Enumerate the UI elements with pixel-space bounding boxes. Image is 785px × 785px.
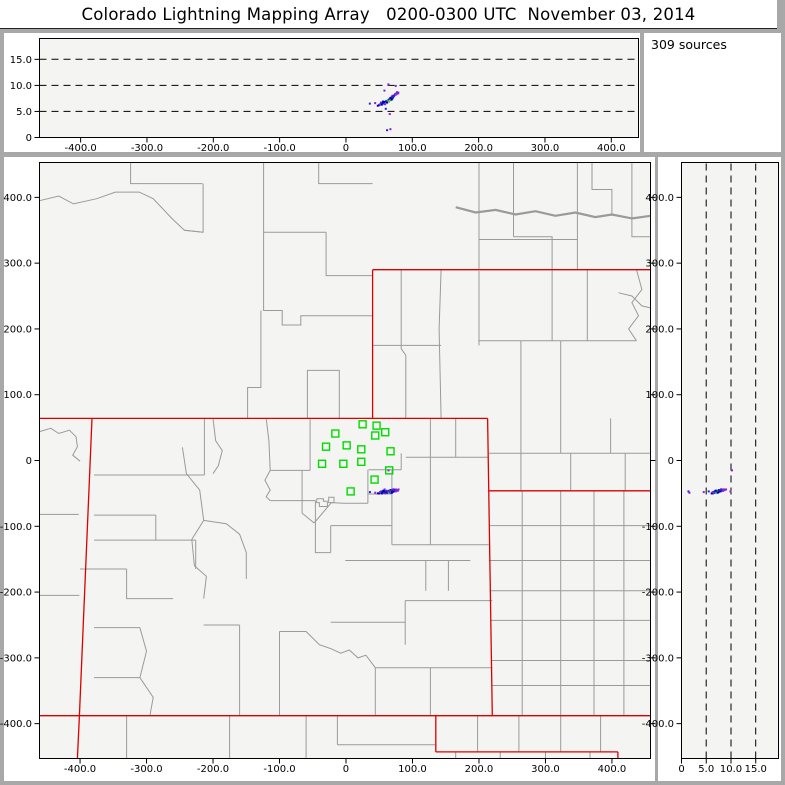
lma-station-marker [381, 428, 390, 437]
tick-label: 10.0 [10, 81, 32, 92]
tick-label: 200.0 [645, 324, 674, 335]
tick-label: 0 [668, 456, 674, 467]
tick-label: 5.0 [16, 107, 32, 118]
tick-label: 10.0 [720, 764, 742, 775]
lma-station-marker [370, 475, 379, 484]
lma-station-marker [385, 466, 394, 475]
ns-altitude-plot[interactable]: 0 5.0 10.0 15.0 400.0 300.0 200.0 100.0 0 -100.0 -… [640, 157, 785, 781]
lma-station-marker [357, 457, 366, 467]
tick-label: 200.0 [465, 764, 494, 775]
tick-label: 300.0 [531, 143, 560, 154]
tick-label: -400.0 [65, 143, 97, 154]
tick-label: 0 [26, 133, 32, 144]
tick-label: -400.0 [642, 719, 674, 730]
tick-label: 0 [26, 456, 32, 467]
tick-label: -200.0 [642, 588, 674, 599]
lightning-sources-layer [368, 469, 400, 495]
tick-label: 300.0 [531, 764, 560, 775]
tick-label: -300.0 [131, 143, 163, 154]
tick-label: 400.0 [3, 193, 32, 204]
tick-label: 15.0 [745, 764, 767, 775]
lma-station-marker [358, 420, 367, 429]
lma-station-marker [331, 429, 340, 438]
lma-station-marker [339, 459, 348, 468]
tick-label: 100.0 [398, 764, 427, 775]
tick-label: 300.0 [645, 259, 674, 270]
page-title: Colorado Lightning Mapping Array 0200-03… [81, 4, 696, 24]
tick-label: 0 [343, 764, 349, 775]
sources-count-box [644, 33, 781, 152]
lma-station-marker [321, 442, 331, 451]
tick-label: 400.0 [645, 193, 674, 204]
lma-station-marker [317, 459, 327, 468]
tick-label: 200.0 [464, 143, 493, 154]
tick-label: 100.0 [398, 143, 427, 154]
county-borders-layer [39, 162, 651, 759]
tick-label: 100.0 [645, 390, 674, 401]
tick-label: 400.0 [598, 764, 627, 775]
tick-label: 5.0 [698, 764, 714, 775]
tick-label: -100.0 [263, 764, 295, 775]
ew-altitude-plot[interactable]: -400.0 -300.0 -200.0 -100.0 0 100.0 200.0 300.0… [4, 33, 640, 154]
lma-station-marker [346, 487, 355, 496]
tick-label: -400.0 [64, 764, 96, 775]
tick-label: -200.0 [0, 588, 32, 599]
tick-label: 100.0 [3, 390, 32, 401]
lma-station-marker [357, 445, 366, 454]
lma-station-marker [372, 421, 381, 430]
tick-label: 200.0 [3, 324, 32, 335]
tick-label: -300.0 [642, 653, 674, 664]
tick-label: 300.0 [3, 259, 32, 270]
tick-label: 0 [678, 764, 684, 775]
tick-label: 400.0 [597, 143, 626, 154]
lma-stations-layer [317, 420, 395, 496]
tick-label: -200.0 [197, 764, 229, 775]
tick-label: -300.0 [0, 653, 32, 664]
sources-count-label: 309 sources [651, 37, 727, 52]
state-borders-layer [39, 269, 651, 759]
tick-label: -300.0 [130, 764, 162, 775]
lma-station-marker [342, 441, 351, 450]
title-bar: Colorado Lightning Mapping Array 0200-03… [0, 0, 777, 29]
tick-label: 0 [343, 143, 349, 154]
lma-station-marker [371, 431, 380, 440]
tick-label: -400.0 [0, 719, 32, 730]
tick-label: -100.0 [0, 522, 32, 533]
tick-label: -100.0 [264, 143, 296, 154]
tick-label: 15.0 [10, 55, 32, 66]
plan-view-map-plot[interactable]: -400.0 -300.0 -200.0 -100.0 0 100.0 200.0 300.0… [0, 157, 656, 781]
tick-label: -200.0 [197, 143, 229, 154]
lma-station-marker [386, 447, 395, 456]
tick-label: -100.0 [642, 522, 674, 533]
